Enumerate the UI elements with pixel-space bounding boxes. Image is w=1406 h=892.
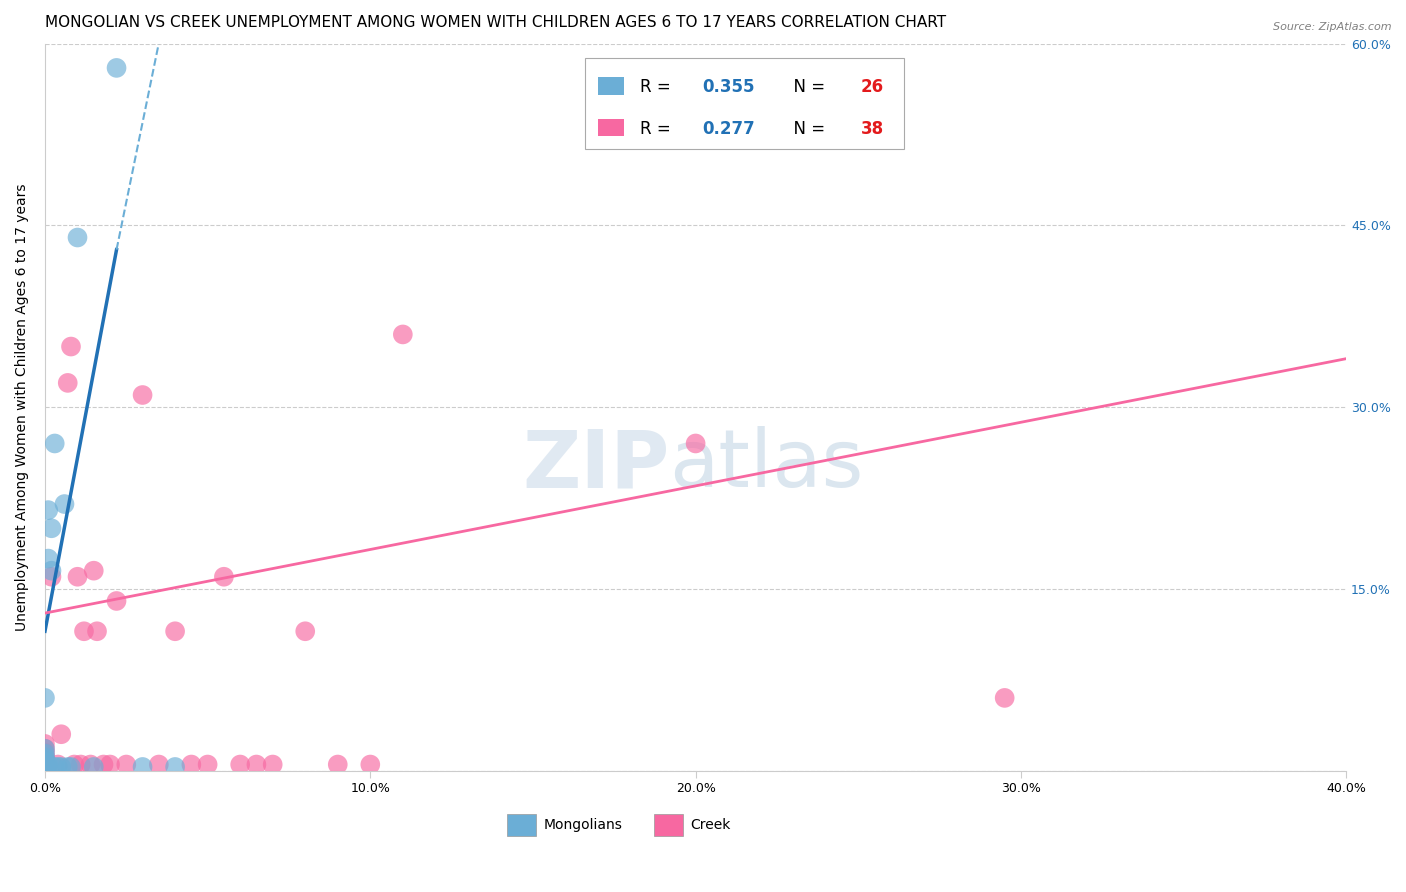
- Point: [326, 757, 349, 772]
- Point: [34, 749, 56, 764]
- Point: [131, 388, 153, 402]
- Point: [44, 760, 66, 774]
- Point: [53, 497, 76, 511]
- Point: [262, 757, 284, 772]
- Text: atlas: atlas: [669, 426, 863, 504]
- Point: [86, 624, 108, 639]
- Y-axis label: Unemployment Among Women with Children Ages 6 to 17 years: Unemployment Among Women with Children A…: [15, 184, 30, 631]
- Point: [245, 757, 267, 772]
- Point: [212, 570, 235, 584]
- Point: [34, 747, 56, 761]
- Point: [41, 521, 63, 535]
- Text: 0.277: 0.277: [702, 120, 755, 138]
- Point: [105, 61, 128, 75]
- Point: [131, 760, 153, 774]
- Point: [69, 757, 91, 772]
- Point: [41, 564, 63, 578]
- Point: [34, 751, 56, 765]
- Point: [165, 760, 187, 774]
- Point: [41, 570, 63, 584]
- Text: 38: 38: [860, 120, 884, 138]
- Point: [37, 757, 59, 772]
- Point: [46, 757, 69, 772]
- Text: N =: N =: [783, 78, 830, 96]
- Point: [37, 503, 59, 517]
- Point: [105, 594, 128, 608]
- Point: [34, 737, 56, 751]
- Text: Creek: Creek: [690, 818, 731, 832]
- Text: MONGOLIAN VS CREEK UNEMPLOYMENT AMONG WOMEN WITH CHILDREN AGES 6 TO 17 YEARS COR: MONGOLIAN VS CREEK UNEMPLOYMENT AMONG WO…: [45, 15, 946, 30]
- Point: [115, 757, 138, 772]
- Text: 26: 26: [860, 78, 884, 96]
- Text: 0.355: 0.355: [702, 78, 755, 96]
- Point: [34, 750, 56, 764]
- Point: [685, 436, 707, 450]
- Text: Mongolians: Mongolians: [543, 818, 623, 832]
- Point: [93, 757, 115, 772]
- Point: [66, 570, 89, 584]
- Point: [359, 757, 381, 772]
- Point: [56, 376, 79, 390]
- Text: R =: R =: [640, 78, 676, 96]
- FancyBboxPatch shape: [654, 814, 682, 836]
- Point: [34, 741, 56, 756]
- Text: Source: ZipAtlas.com: Source: ZipAtlas.com: [1274, 22, 1392, 32]
- Point: [34, 690, 56, 705]
- Point: [79, 757, 101, 772]
- Point: [59, 760, 82, 774]
- Point: [34, 760, 56, 774]
- FancyBboxPatch shape: [598, 77, 624, 95]
- Point: [994, 690, 1017, 705]
- Point: [73, 624, 96, 639]
- Point: [294, 624, 316, 639]
- Point: [66, 230, 89, 244]
- Point: [56, 760, 79, 774]
- Point: [34, 741, 56, 756]
- Point: [44, 436, 66, 450]
- Point: [34, 754, 56, 768]
- Point: [37, 551, 59, 566]
- Point: [51, 727, 73, 741]
- FancyBboxPatch shape: [508, 814, 536, 836]
- Point: [34, 746, 56, 760]
- Point: [148, 757, 170, 772]
- FancyBboxPatch shape: [598, 119, 624, 136]
- Point: [46, 760, 69, 774]
- Point: [180, 757, 202, 772]
- Point: [197, 757, 219, 772]
- FancyBboxPatch shape: [585, 58, 904, 149]
- Point: [34, 753, 56, 767]
- Point: [83, 564, 105, 578]
- Point: [392, 327, 415, 342]
- Text: ZIP: ZIP: [523, 426, 669, 504]
- Point: [37, 760, 59, 774]
- Point: [51, 760, 73, 774]
- Point: [34, 757, 56, 772]
- Point: [34, 757, 56, 772]
- Point: [229, 757, 252, 772]
- Point: [63, 757, 86, 772]
- Text: R =: R =: [640, 120, 676, 138]
- Point: [83, 760, 105, 774]
- Point: [59, 340, 82, 354]
- Point: [165, 624, 187, 639]
- Point: [98, 757, 121, 772]
- Point: [34, 755, 56, 769]
- Text: N =: N =: [783, 120, 830, 138]
